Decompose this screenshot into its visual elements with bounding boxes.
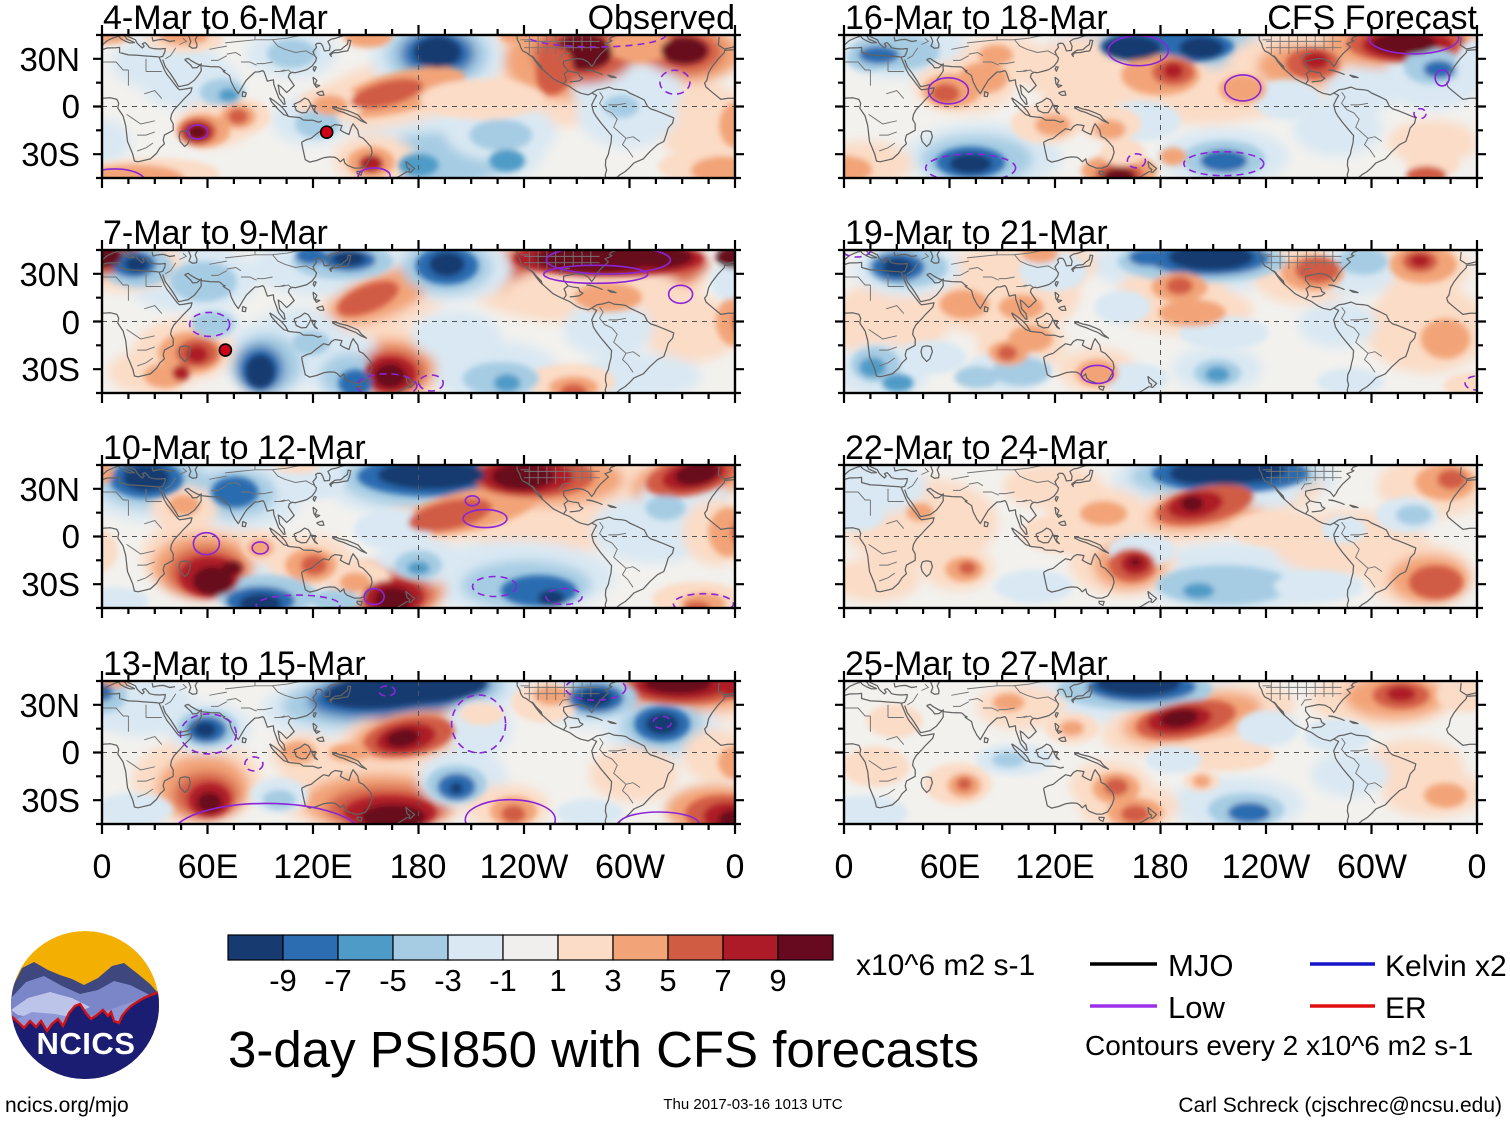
svg-text:-7: -7 bbox=[324, 963, 352, 998]
svg-text:30S: 30S bbox=[21, 566, 80, 603]
svg-text:0: 0 bbox=[62, 304, 80, 341]
svg-text:9: 9 bbox=[769, 963, 786, 998]
svg-text:120W: 120W bbox=[480, 848, 569, 886]
svg-text:120W: 120W bbox=[1222, 848, 1311, 886]
svg-text:0: 0 bbox=[726, 848, 745, 886]
svg-text:Thu 2017-03-16 1013 UTC: Thu 2017-03-16 1013 UTC bbox=[663, 1096, 842, 1113]
svg-text:22-Mar to 24-Mar: 22-Mar to 24-Mar bbox=[845, 429, 1108, 467]
svg-text:ncics.org/mjo: ncics.org/mjo bbox=[5, 1094, 129, 1117]
svg-text:0: 0 bbox=[62, 734, 80, 771]
svg-text:-3: -3 bbox=[434, 963, 462, 998]
svg-text:180: 180 bbox=[1132, 848, 1189, 886]
svg-text:16-Mar to 18-Mar: 16-Mar to 18-Mar bbox=[845, 0, 1108, 37]
svg-text:25-Mar to 27-Mar: 25-Mar to 27-Mar bbox=[845, 645, 1108, 683]
svg-text:Carl Schreck (cjschrec@ncsu.ed: Carl Schreck (cjschrec@ncsu.edu) bbox=[1178, 1094, 1502, 1117]
svg-text:60W: 60W bbox=[595, 848, 665, 886]
svg-text:13-Mar to 15-Mar: 13-Mar to 15-Mar bbox=[103, 645, 366, 683]
svg-text:3-day PSI850 with CFS forecast: 3-day PSI850 with CFS forecasts bbox=[228, 1021, 979, 1078]
svg-text:30N: 30N bbox=[19, 687, 80, 724]
svg-text:30N: 30N bbox=[19, 256, 80, 293]
svg-text:0: 0 bbox=[93, 848, 112, 886]
svg-text:120E: 120E bbox=[273, 848, 352, 886]
svg-text:5: 5 bbox=[659, 963, 676, 998]
svg-text:4-Mar to 6-Mar: 4-Mar to 6-Mar bbox=[103, 0, 328, 37]
svg-text:7-Mar to 9-Mar: 7-Mar to 9-Mar bbox=[103, 214, 328, 252]
svg-text:30S: 30S bbox=[21, 136, 80, 173]
svg-text:0: 0 bbox=[1468, 848, 1487, 886]
svg-text:NCICS: NCICS bbox=[37, 1026, 136, 1061]
svg-text:Low: Low bbox=[1168, 990, 1225, 1025]
svg-text:0: 0 bbox=[62, 88, 80, 125]
svg-text:0: 0 bbox=[835, 848, 854, 886]
svg-text:x10^6 m2 s-1: x10^6 m2 s-1 bbox=[856, 949, 1035, 982]
svg-text:180: 180 bbox=[390, 848, 447, 886]
svg-text:60E: 60E bbox=[178, 848, 239, 886]
svg-text:-9: -9 bbox=[269, 963, 297, 998]
svg-text:30N: 30N bbox=[19, 41, 80, 78]
svg-text:60W: 60W bbox=[1337, 848, 1407, 886]
svg-text:Contours every 2 x10^6 m2 s-1: Contours every 2 x10^6 m2 s-1 bbox=[1085, 1030, 1473, 1061]
svg-text:120E: 120E bbox=[1015, 848, 1094, 886]
svg-text:30S: 30S bbox=[21, 782, 80, 819]
svg-text:30N: 30N bbox=[19, 471, 80, 508]
svg-text:Kelvin x2: Kelvin x2 bbox=[1385, 950, 1507, 983]
svg-text:CFS Forecast: CFS Forecast bbox=[1267, 0, 1477, 37]
svg-text:60E: 60E bbox=[920, 848, 981, 886]
svg-text:0: 0 bbox=[62, 518, 80, 555]
svg-text:-1: -1 bbox=[489, 963, 517, 998]
svg-text:Observed: Observed bbox=[588, 0, 735, 37]
svg-text:1: 1 bbox=[549, 963, 566, 998]
svg-text:10-Mar to 12-Mar: 10-Mar to 12-Mar bbox=[103, 429, 366, 467]
svg-text:19-Mar to 21-Mar: 19-Mar to 21-Mar bbox=[845, 214, 1108, 252]
svg-text:-5: -5 bbox=[379, 963, 407, 998]
svg-text:3: 3 bbox=[604, 963, 621, 998]
svg-text:7: 7 bbox=[714, 963, 731, 998]
svg-text:ER: ER bbox=[1385, 992, 1427, 1025]
svg-text:MJO: MJO bbox=[1168, 948, 1233, 983]
svg-text:30S: 30S bbox=[21, 351, 80, 388]
